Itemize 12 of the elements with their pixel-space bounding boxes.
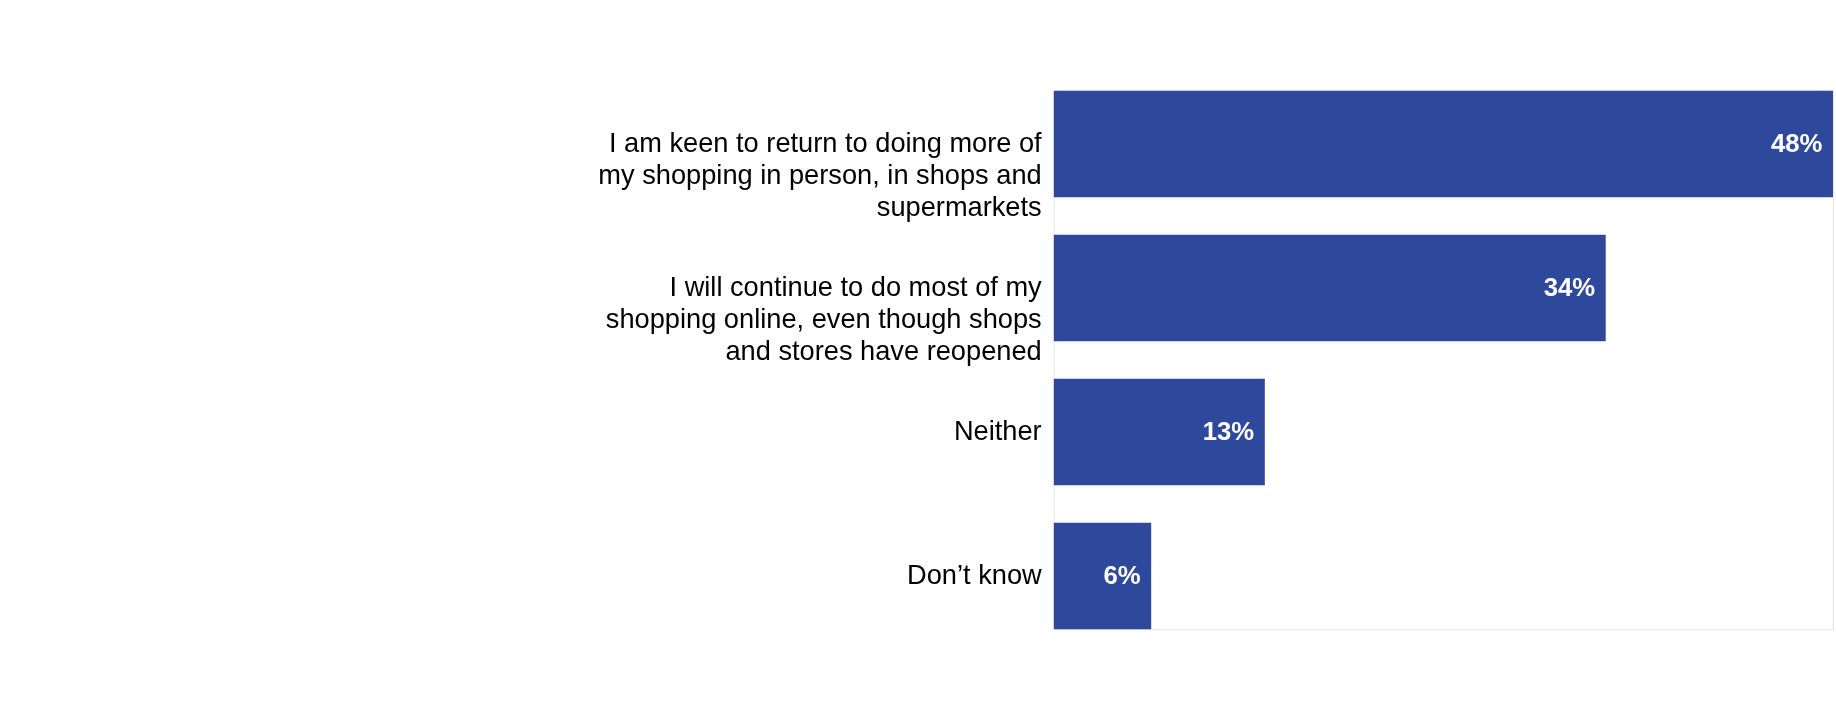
data-label: 34% <box>1543 272 1596 301</box>
data-label: 48% <box>1770 128 1823 157</box>
bar <box>1053 90 1833 198</box>
bar <box>1053 378 1265 486</box>
data-label: 6% <box>1103 560 1141 589</box>
y-tick-label: Don’t know <box>907 559 1043 591</box>
bar <box>1053 234 1606 342</box>
y-tick-label: Neither <box>953 415 1042 447</box>
bar <box>1053 522 1152 630</box>
y-tick-label: I will continue to do most of my shopping online, even though shops and stores have reopened <box>605 271 1043 366</box>
y-tick-label: I am keen to return to doing more of my shopping in person, in shops and supermarkets <box>598 127 1043 222</box>
data-label: 13% <box>1202 416 1255 445</box>
